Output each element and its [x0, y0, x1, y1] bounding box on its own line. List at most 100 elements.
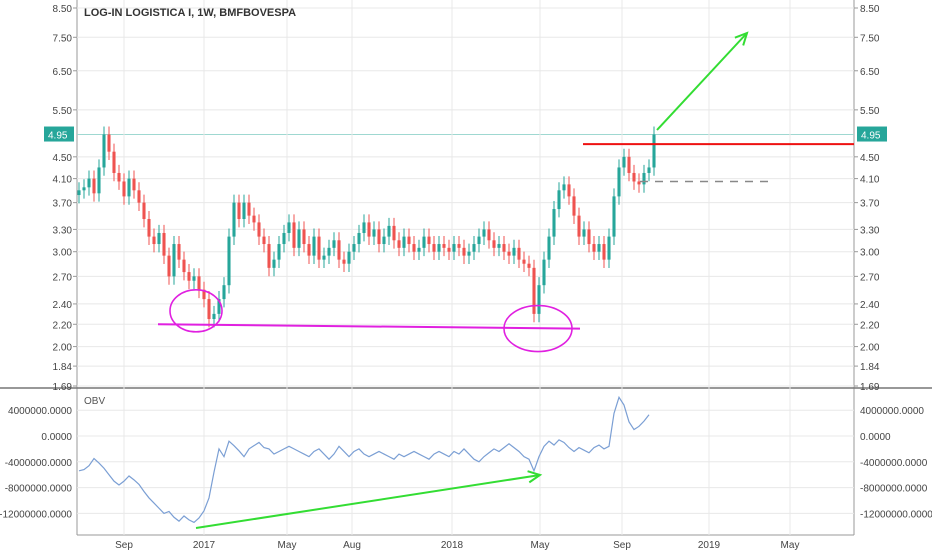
candle-body[interactable]: [542, 259, 546, 286]
candle-body[interactable]: [87, 178, 91, 188]
candle-body[interactable]: [267, 244, 271, 268]
candle-body[interactable]: [187, 272, 191, 281]
candle-body[interactable]: [647, 167, 651, 173]
candle-body[interactable]: [642, 172, 646, 185]
breakout-arrow[interactable]: [656, 32, 748, 131]
candle-body[interactable]: [402, 236, 406, 248]
candle-body[interactable]: [602, 244, 606, 260]
candle-body[interactable]: [252, 215, 256, 223]
candle-body[interactable]: [307, 244, 311, 256]
annotations-layer[interactable]: [157, 31, 854, 529]
candle-body[interactable]: [432, 244, 436, 252]
obv-trend-arrow[interactable]: [195, 474, 541, 529]
candle-body[interactable]: [197, 276, 201, 290]
candle-body[interactable]: [477, 236, 481, 245]
candle-body[interactable]: [472, 244, 476, 252]
candle-body[interactable]: [437, 244, 441, 252]
candle-body[interactable]: [612, 196, 616, 237]
obv-layer[interactable]: [78, 395, 650, 524]
candle-body[interactable]: [427, 236, 431, 245]
candle-body[interactable]: [627, 156, 631, 173]
obv-line[interactable]: [78, 395, 650, 524]
candle-body[interactable]: [142, 202, 146, 220]
candle-body[interactable]: [117, 172, 121, 182]
candle-body[interactable]: [217, 299, 221, 314]
candle-body[interactable]: [517, 247, 521, 260]
candle-body[interactable]: [462, 247, 466, 256]
candle-body[interactable]: [107, 134, 111, 152]
candle-body[interactable]: [352, 244, 356, 252]
candle-body[interactable]: [232, 202, 236, 237]
candle-body[interactable]: [417, 247, 421, 252]
candle-body[interactable]: [367, 222, 371, 237]
candle-body[interactable]: [157, 232, 161, 245]
candle-body[interactable]: [507, 251, 511, 256]
candle-body[interactable]: [397, 240, 401, 248]
candle-body[interactable]: [492, 240, 496, 248]
candle-body[interactable]: [522, 259, 526, 264]
candle-body[interactable]: [447, 247, 451, 252]
candle-body[interactable]: [607, 236, 611, 260]
candle-body[interactable]: [322, 255, 326, 260]
candle-body[interactable]: [222, 285, 226, 300]
candle-body[interactable]: [292, 222, 296, 248]
candle-body[interactable]: [637, 181, 641, 185]
candle-body[interactable]: [442, 244, 446, 248]
candle-body[interactable]: [577, 215, 581, 237]
support-circle-right[interactable]: [503, 304, 573, 353]
candle-body[interactable]: [342, 259, 346, 264]
candle-body[interactable]: [537, 285, 541, 314]
candle-body[interactable]: [92, 178, 96, 194]
candle-body[interactable]: [82, 187, 86, 191]
candle-body[interactable]: [272, 259, 276, 268]
candle-body[interactable]: [532, 267, 536, 314]
candle-body[interactable]: [337, 240, 341, 260]
candle-body[interactable]: [257, 222, 261, 237]
candle-body[interactable]: [127, 178, 131, 197]
candle-body[interactable]: [597, 244, 601, 252]
candle-body[interactable]: [192, 276, 196, 281]
candle-body[interactable]: [102, 134, 106, 168]
candle-body[interactable]: [212, 313, 216, 320]
candle-body[interactable]: [277, 244, 281, 260]
candle-body[interactable]: [237, 202, 241, 220]
candle-body[interactable]: [452, 244, 456, 252]
candle-body[interactable]: [422, 236, 426, 248]
candle-body[interactable]: [617, 167, 621, 197]
candle-body[interactable]: [362, 222, 366, 233]
candle-body[interactable]: [547, 236, 551, 260]
candle-body[interactable]: [592, 244, 596, 252]
candle-body[interactable]: [562, 184, 566, 191]
candle-body[interactable]: [227, 236, 231, 286]
candle-body[interactable]: [122, 181, 126, 197]
candle-body[interactable]: [247, 202, 251, 216]
candle-body[interactable]: [242, 202, 246, 220]
candle-body[interactable]: [147, 219, 151, 237]
candle-body[interactable]: [557, 190, 561, 210]
candle-body[interactable]: [327, 247, 331, 256]
candle-body[interactable]: [652, 134, 656, 168]
candle-body[interactable]: [567, 184, 571, 197]
candle-body[interactable]: [297, 229, 301, 248]
candle-body[interactable]: [497, 244, 501, 248]
candle-body[interactable]: [512, 247, 516, 256]
candle-body[interactable]: [97, 167, 101, 194]
candle-body[interactable]: [412, 244, 416, 252]
support-circle-left[interactable]: [169, 289, 223, 333]
candle-body[interactable]: [77, 190, 81, 196]
candle-body[interactable]: [312, 236, 316, 256]
candle-body[interactable]: [262, 236, 266, 245]
candle-body[interactable]: [282, 232, 286, 245]
candle-body[interactable]: [172, 244, 176, 277]
candle-body[interactable]: [632, 172, 636, 182]
candle-body[interactable]: [622, 156, 626, 168]
candle-body[interactable]: [382, 236, 386, 245]
candle-body[interactable]: [407, 236, 411, 245]
candles-layer[interactable]: [77, 126, 656, 328]
candle-body[interactable]: [132, 178, 136, 191]
candle-body[interactable]: [372, 229, 376, 237]
candle-body[interactable]: [112, 151, 116, 173]
candle-body[interactable]: [582, 229, 586, 237]
candle-body[interactable]: [347, 251, 351, 264]
candle-body[interactable]: [502, 244, 506, 252]
